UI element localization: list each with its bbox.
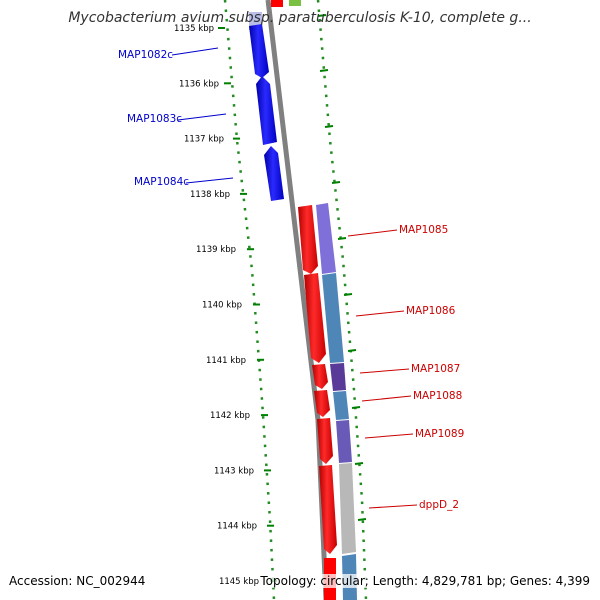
ruler-label: 1143 kbp	[214, 466, 254, 476]
ruler-label: 1141 kbp	[206, 356, 246, 366]
partial-gene-top	[271, 0, 283, 7]
ruler-label: 1135 kbp	[174, 24, 214, 34]
ruler-label: 1138 kbp	[190, 190, 230, 200]
ruler-labels: 1135 kbp 1136 kbp 1137 kbp 1138 kbp 1139 kbp…	[174, 24, 259, 587]
ruler-label: 1142 kbp	[210, 411, 250, 421]
gene-labels: MAP1082c MAP1083c MAP1084c MAP1085 MAP10…	[118, 47, 464, 511]
genome-backbone	[265, 0, 329, 600]
ruler-label: 1144 kbp	[217, 522, 257, 532]
label-dppd-2[interactable]: dppD_2	[419, 499, 459, 511]
label-map1085[interactable]: MAP1085	[399, 224, 448, 236]
ruler-label: 1145 kbp	[219, 577, 259, 587]
partial-cog-top	[289, 0, 301, 6]
label-map1087[interactable]: MAP1087	[411, 363, 460, 375]
gene-map1087[interactable]	[312, 364, 328, 389]
reverse-genes	[249, 24, 284, 201]
label-map1086[interactable]: MAP1086	[406, 305, 456, 317]
ruler-label: 1139 kbp	[196, 245, 236, 255]
inner-ring-ticks	[218, 27, 277, 582]
gene-map1089[interactable]	[317, 418, 333, 464]
ruler-label: 1140 kbp	[202, 301, 242, 311]
gene-map1086[interactable]	[304, 273, 326, 363]
gene-dppd-2[interactable]	[319, 465, 337, 554]
ruler-label: 1136 kbp	[179, 79, 219, 89]
cog-ring	[316, 203, 357, 600]
map-title: Mycobacterium avium subsp. paratuberculo…	[68, 10, 532, 26]
label-map1083c[interactable]: MAP1083c	[127, 113, 182, 125]
label-map1084c[interactable]: MAP1084c	[134, 176, 189, 188]
accession-text: Accession: NC_002944	[9, 574, 146, 588]
forward-genes	[298, 205, 337, 600]
label-map1082c[interactable]: MAP1082c	[118, 49, 173, 61]
gene-map1085[interactable]	[298, 205, 318, 274]
gene-map1083c[interactable]	[256, 76, 277, 145]
label-map1088[interactable]: MAP1088	[413, 390, 462, 402]
outer-ring-ticks	[317, 14, 367, 521]
gene-map1088[interactable]	[314, 390, 330, 417]
gene-map1082c[interactable]	[249, 24, 269, 78]
gene-map1084c[interactable]	[264, 146, 284, 201]
genome-summary-text: Topology: circular; Length: 4,829,781 bp…	[260, 574, 590, 588]
ruler-label: 1137 kbp	[184, 135, 224, 145]
label-map1089[interactable]: MAP1089	[415, 428, 464, 440]
